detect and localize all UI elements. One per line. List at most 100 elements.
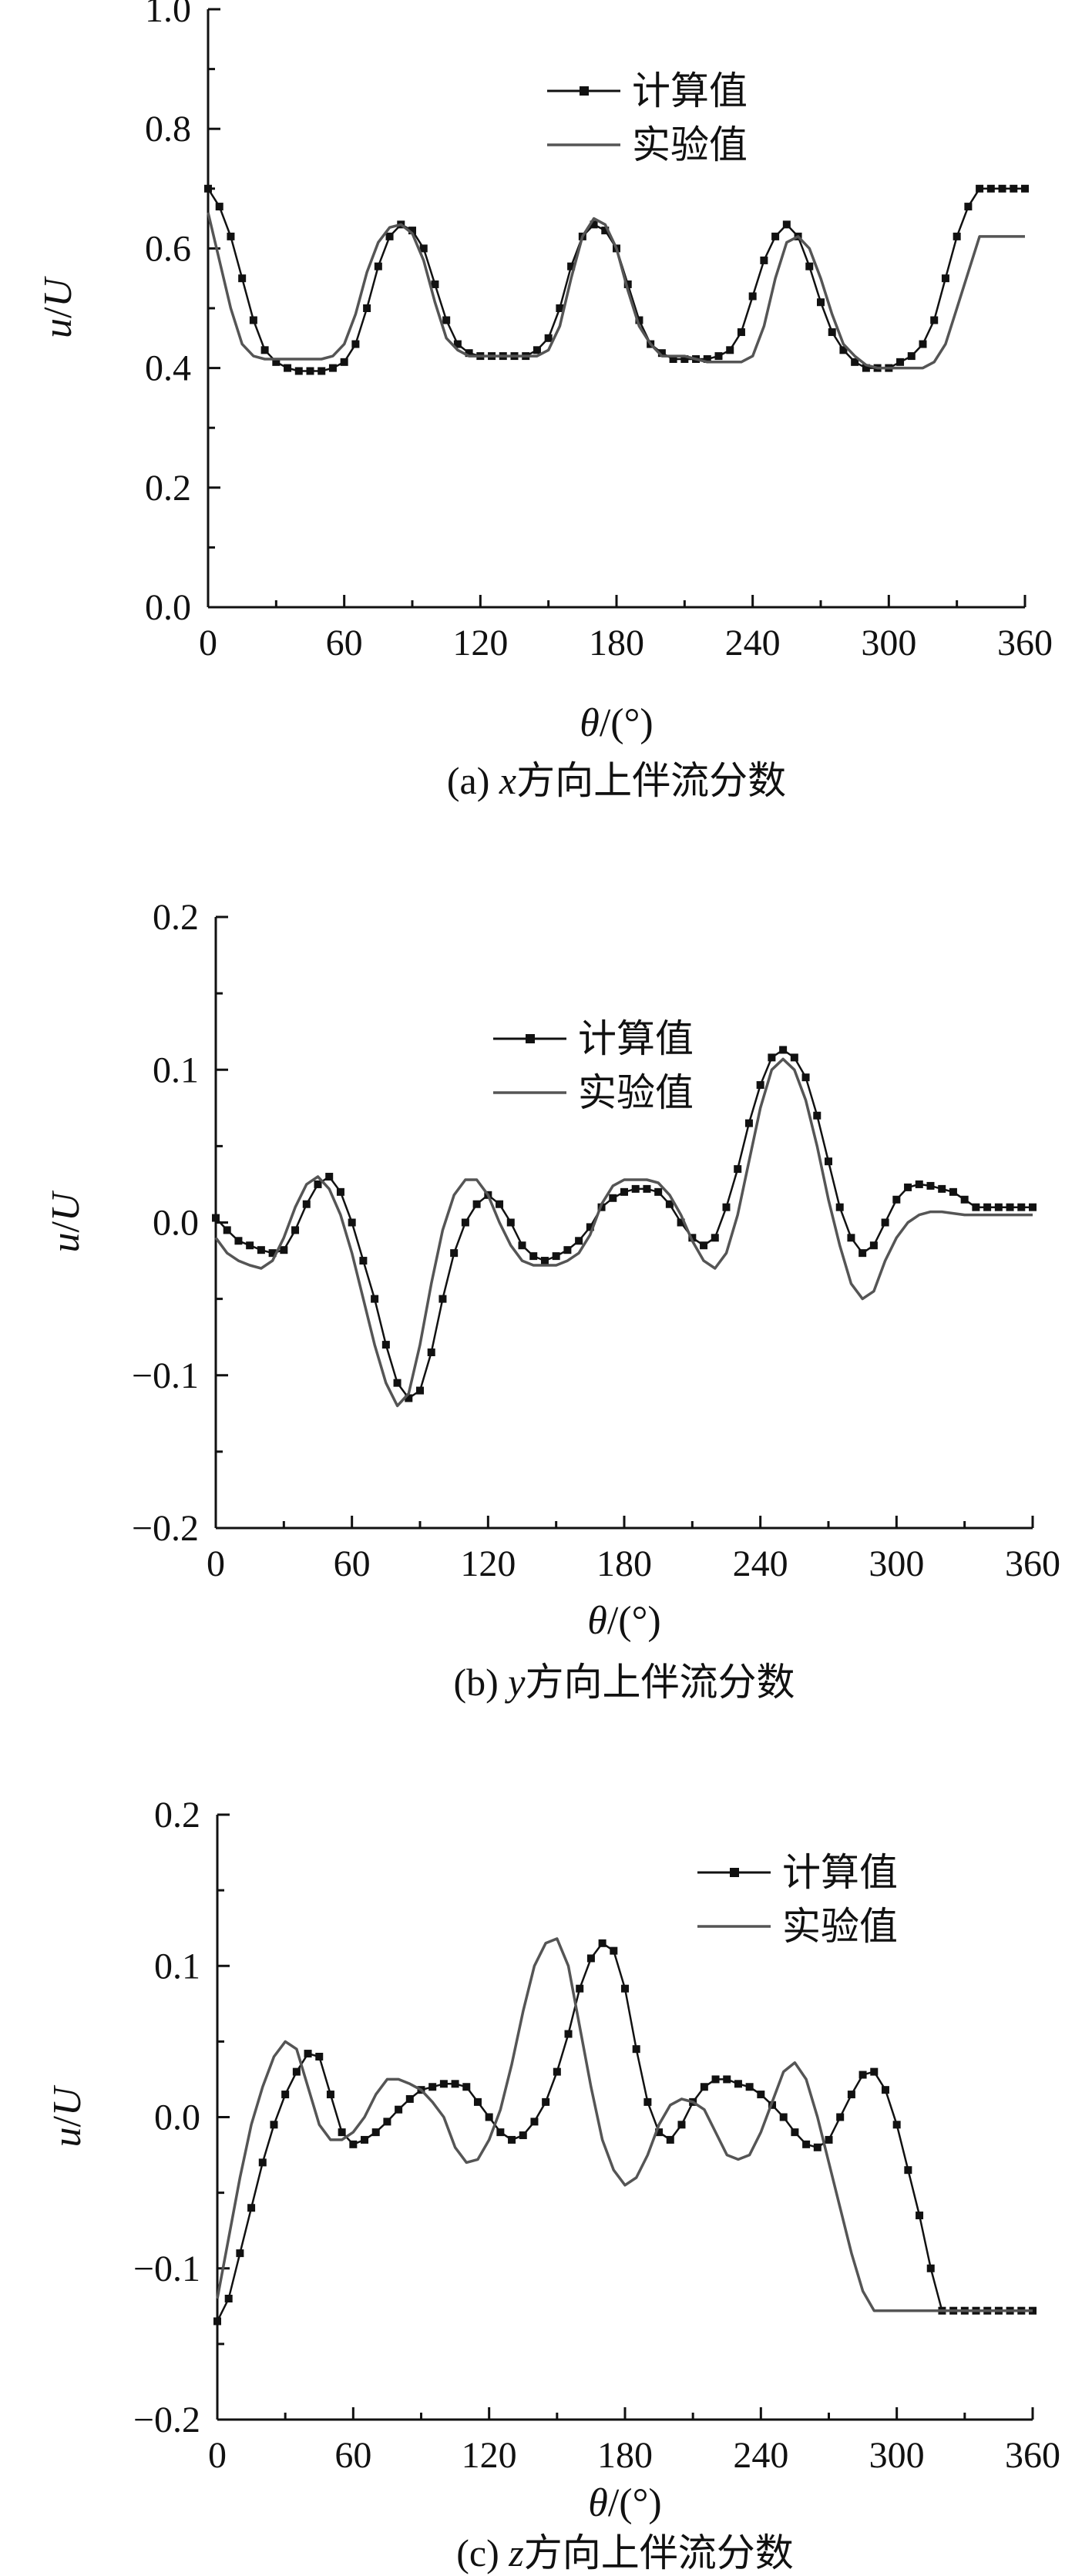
x-tick-label: 240: [733, 1543, 788, 1584]
data-point-marker: [983, 1203, 992, 1211]
legend-label: 计算值: [632, 69, 748, 113]
data-point-marker: [938, 1184, 946, 1193]
y-tick-label: 0.8: [145, 109, 191, 149]
data-point-marker: [567, 262, 576, 270]
panel-caption: (a) x方向上伴流分数: [447, 759, 786, 802]
y-tick-label: 0.0: [154, 2097, 200, 2138]
data-point-marker: [238, 274, 247, 283]
data-point-marker: [258, 2158, 267, 2167]
y-tick-label: 1.0: [145, 0, 191, 30]
x-tick-label: 60: [334, 2435, 371, 2476]
data-point-marker: [473, 2097, 482, 2106]
caption-variable: x: [499, 759, 516, 802]
data-point-marker: [700, 1241, 708, 1250]
data-point-marker: [247, 2204, 256, 2212]
data-point-marker: [723, 2075, 731, 2084]
data-point-marker: [805, 262, 814, 270]
data-point-marker: [224, 2295, 233, 2302]
legend-label: 实验值: [782, 1904, 898, 1949]
data-point-marker: [280, 1246, 288, 1254]
data-point-marker: [590, 220, 598, 229]
data-point-marker: [881, 2086, 889, 2094]
data-point-marker: [363, 304, 371, 312]
data-point-marker: [395, 2105, 403, 2114]
x-tick-label: 0: [207, 1543, 225, 1584]
data-point-marker: [576, 1984, 584, 1993]
data-point-marker: [381, 1341, 390, 1349]
x-tick-label: 120: [452, 623, 508, 663]
data-point-marker: [533, 346, 541, 354]
data-point-marker: [1021, 184, 1029, 193]
data-point-marker: [268, 1249, 277, 1258]
y-tick-label: −0.2: [132, 1508, 199, 1549]
x-axis-title-symbol: θ: [588, 2481, 608, 2525]
y-tick-label: 0.6: [145, 228, 191, 269]
data-point-marker: [711, 2075, 720, 2084]
data-point-marker: [598, 1939, 606, 1947]
data-point-marker: [438, 1295, 447, 1303]
data-point-marker: [315, 2053, 324, 2060]
legend-label: 计算值: [578, 1016, 694, 1061]
data-point-marker: [657, 349, 666, 358]
data-point-marker: [304, 2050, 312, 2058]
data-point-marker: [609, 1194, 617, 1202]
y-axis-title-sep: /: [44, 1221, 88, 1233]
data-point-marker: [227, 232, 235, 240]
data-point-marker: [246, 1241, 254, 1250]
x-tick-label: 240: [725, 623, 781, 663]
data-point-marker: [744, 1119, 753, 1127]
data-point-marker: [361, 2135, 369, 2144]
data-point-marker: [552, 1252, 560, 1261]
panel-caption: (c) z方向上伴流分数: [456, 2531, 793, 2574]
data-point-marker: [530, 2118, 539, 2126]
x-axis-title-unit: /(°): [607, 1599, 661, 1643]
data-point-marker: [926, 1181, 935, 1190]
data-point-marker: [643, 2097, 652, 2106]
data-point-marker: [485, 2113, 493, 2121]
data-point-marker: [986, 184, 995, 193]
data-point-marker: [465, 349, 473, 358]
chart-panel-c: −0.2−0.10.00.10.20 60 120 180 240 300 360u/Uθ/…: [45, 1795, 1060, 2574]
data-point-marker: [907, 352, 916, 361]
y-axis-title-sep: /: [45, 2116, 89, 2128]
caption-label: (b): [453, 1661, 508, 1704]
data-point-marker: [1029, 1203, 1037, 1211]
data-point-marker: [904, 2166, 912, 2175]
series-experimental: [216, 1937, 1033, 2312]
y-tick-label: 0.2: [145, 468, 191, 509]
y-tick-label: 0.1: [154, 1946, 200, 1987]
data-point-marker: [976, 184, 984, 193]
data-point-marker: [635, 316, 643, 324]
data-point-marker: [839, 346, 848, 354]
x-tick-label: 360: [1005, 1543, 1060, 1584]
panel-caption: (b) y方向上伴流分数: [453, 1661, 795, 1704]
data-point-marker: [870, 2067, 879, 2076]
data-point-marker: [836, 2113, 845, 2121]
legend-marker: [730, 1868, 739, 1877]
data-point-marker: [1017, 1203, 1026, 1211]
data-point-marker: [496, 2128, 505, 2137]
data-point-marker: [540, 1257, 549, 1265]
caption-label: (a): [447, 759, 499, 802]
data-point-marker: [858, 1249, 867, 1258]
legend-label: 实验值: [632, 123, 748, 167]
data-point-marker: [666, 2135, 674, 2144]
legend-marker: [580, 86, 589, 96]
x-tick-label: 120: [462, 2435, 517, 2476]
data-point-marker: [302, 1200, 311, 1208]
data-point-marker: [553, 2067, 561, 2076]
data-point-marker: [623, 280, 632, 288]
data-point-marker: [506, 1218, 515, 1227]
data-point-marker: [677, 1218, 685, 1227]
data-point-marker: [847, 2091, 855, 2099]
x-tick-label: 180: [597, 2435, 653, 2476]
data-point-marker: [351, 340, 360, 348]
y-tick-label: −0.2: [133, 2400, 200, 2440]
x-tick-label: 240: [733, 2435, 788, 2476]
data-point-marker: [1010, 184, 1018, 193]
data-point-marker: [340, 358, 348, 366]
x-axis-title: θ/(°): [580, 701, 653, 745]
y-axis-title-num: u: [45, 2128, 89, 2148]
